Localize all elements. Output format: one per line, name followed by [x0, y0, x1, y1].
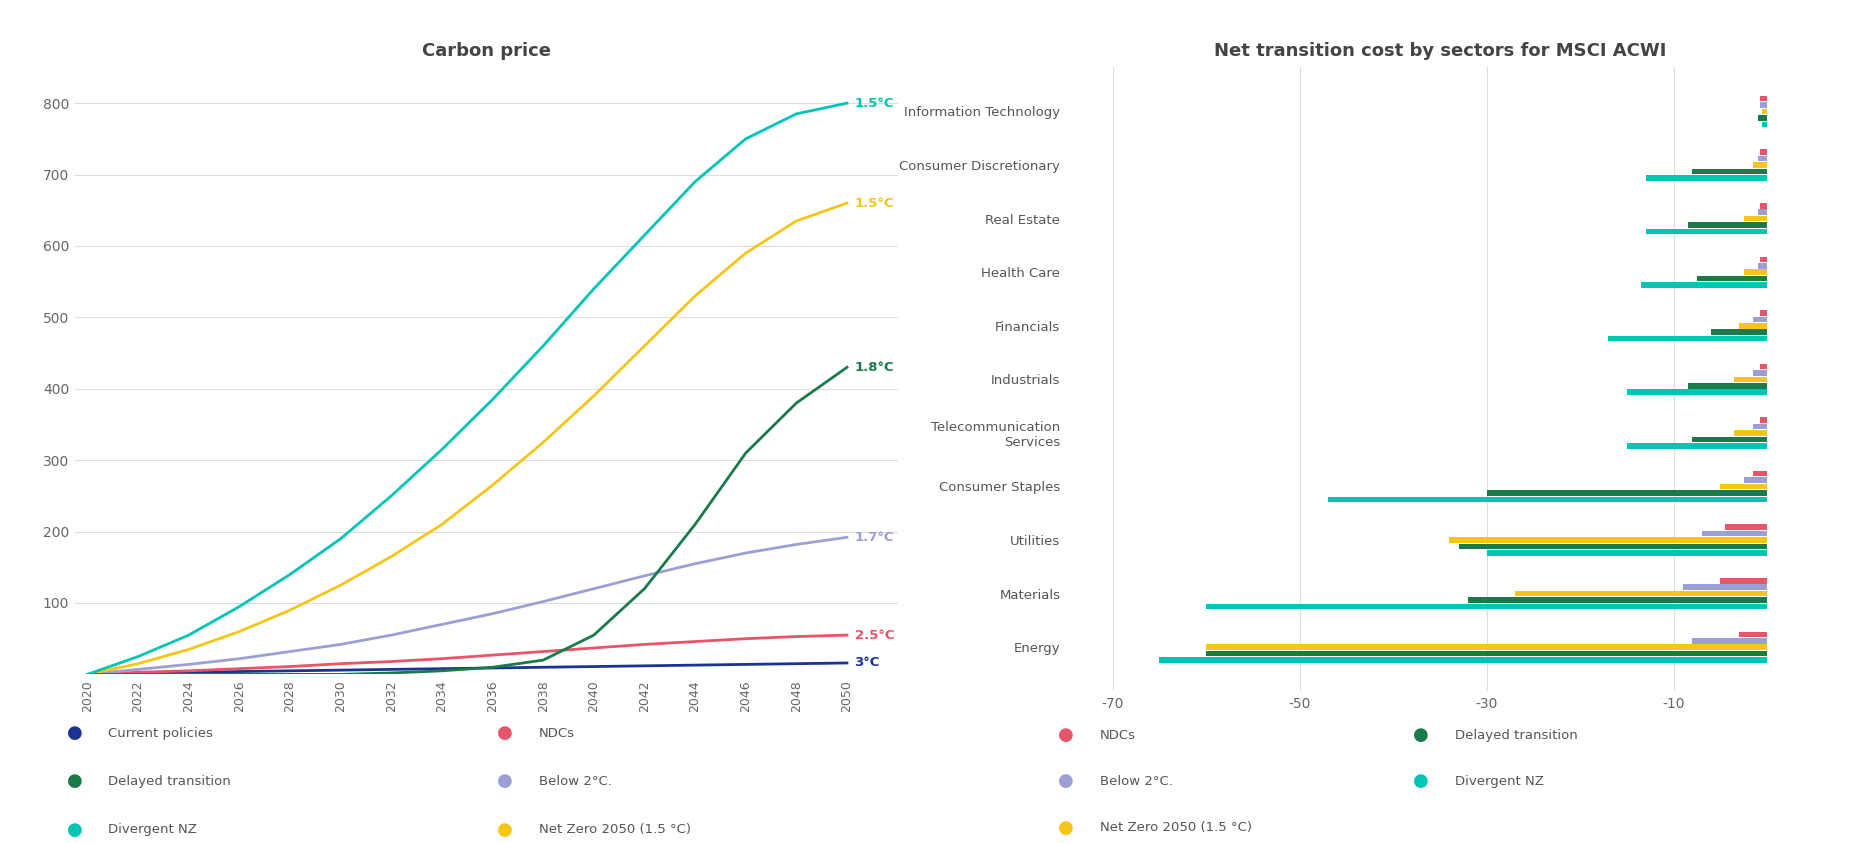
- Title: Net transition cost by sectors for MSCI ACWI: Net transition cost by sectors for MSCI …: [1214, 42, 1666, 61]
- Bar: [1627, 443, 1767, 448]
- Text: 3°C: 3°C: [855, 657, 881, 669]
- Bar: [1711, 330, 1767, 335]
- Bar: [1720, 484, 1767, 489]
- Bar: [1206, 644, 1767, 650]
- Bar: [1735, 377, 1767, 382]
- Text: Below 2°C.: Below 2°C.: [1100, 775, 1172, 788]
- Bar: [1720, 578, 1767, 583]
- Bar: [1724, 524, 1767, 530]
- Bar: [1608, 336, 1767, 341]
- Bar: [1739, 631, 1767, 637]
- Text: ●: ●: [1058, 819, 1073, 837]
- Text: Delayed transition: Delayed transition: [1455, 728, 1578, 742]
- Bar: [1159, 658, 1767, 663]
- Text: ●: ●: [67, 772, 82, 791]
- Bar: [1760, 256, 1767, 262]
- Bar: [1743, 216, 1767, 222]
- Bar: [1760, 203, 1767, 208]
- Bar: [1646, 175, 1767, 180]
- Bar: [1692, 437, 1767, 443]
- Bar: [1702, 531, 1767, 536]
- Bar: [1752, 370, 1767, 376]
- Bar: [1752, 162, 1767, 168]
- Bar: [1459, 544, 1767, 550]
- Text: ●: ●: [497, 772, 512, 791]
- Bar: [1743, 477, 1767, 483]
- Text: NDCs: NDCs: [539, 727, 574, 740]
- Bar: [1692, 169, 1767, 175]
- Bar: [1487, 550, 1767, 556]
- Text: Current policies: Current policies: [108, 727, 213, 740]
- Bar: [1646, 228, 1767, 234]
- Bar: [1762, 121, 1767, 127]
- Bar: [1627, 389, 1767, 395]
- Bar: [1743, 270, 1767, 275]
- Bar: [1449, 537, 1767, 543]
- Bar: [1739, 323, 1767, 329]
- Bar: [1206, 604, 1767, 609]
- Bar: [1683, 584, 1767, 590]
- Bar: [1762, 109, 1767, 115]
- Bar: [1752, 424, 1767, 429]
- Bar: [1760, 149, 1767, 155]
- Text: ●: ●: [1058, 772, 1073, 791]
- Text: ●: ●: [1414, 726, 1429, 744]
- Bar: [1642, 282, 1767, 288]
- Title: Carbon price: Carbon price: [423, 42, 550, 61]
- Text: NDCs: NDCs: [1100, 728, 1135, 742]
- Text: Delayed transition: Delayed transition: [108, 775, 232, 788]
- Text: 1.5°C: 1.5°C: [855, 97, 894, 110]
- Bar: [1760, 310, 1767, 316]
- Text: Below 2°C.: Below 2°C.: [539, 775, 611, 788]
- Bar: [1206, 651, 1767, 657]
- Bar: [1752, 316, 1767, 322]
- Bar: [1687, 223, 1767, 228]
- Text: Net Zero 2050 (1.5 °C): Net Zero 2050 (1.5 °C): [539, 823, 690, 836]
- Bar: [1760, 417, 1767, 423]
- Bar: [1698, 276, 1767, 282]
- Text: 1.8°C: 1.8°C: [855, 361, 894, 373]
- Bar: [1515, 591, 1767, 597]
- Bar: [1687, 383, 1767, 389]
- Bar: [1760, 102, 1767, 108]
- Text: ●: ●: [67, 724, 82, 743]
- Bar: [1758, 156, 1767, 162]
- Text: ●: ●: [67, 820, 82, 839]
- Bar: [1735, 430, 1767, 436]
- Bar: [1692, 638, 1767, 643]
- Text: 1.7°C: 1.7°C: [855, 531, 894, 544]
- Text: Divergent NZ: Divergent NZ: [108, 823, 198, 836]
- Bar: [1758, 209, 1767, 215]
- Text: ●: ●: [1414, 772, 1429, 791]
- Text: ●: ●: [1058, 726, 1073, 744]
- Bar: [1760, 363, 1767, 369]
- Bar: [1487, 490, 1767, 496]
- Text: ●: ●: [497, 820, 512, 839]
- Bar: [1758, 115, 1767, 121]
- Bar: [1752, 470, 1767, 476]
- Text: Divergent NZ: Divergent NZ: [1455, 775, 1545, 788]
- Text: 1.5°C: 1.5°C: [855, 196, 894, 210]
- Text: Net Zero 2050 (1.5 °C): Net Zero 2050 (1.5 °C): [1100, 821, 1251, 835]
- Bar: [1760, 96, 1767, 101]
- Text: 2.5°C: 2.5°C: [855, 629, 894, 642]
- Text: ●: ●: [497, 724, 512, 743]
- Bar: [1328, 497, 1767, 502]
- Bar: [1468, 597, 1767, 603]
- Bar: [1758, 263, 1767, 269]
